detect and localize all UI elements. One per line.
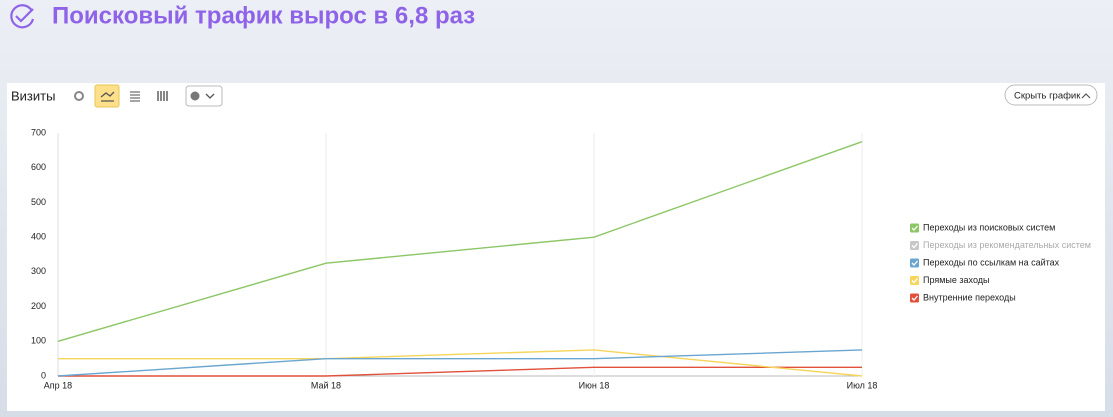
x-tick-label: Апр 18: [44, 380, 72, 390]
legend-label: Внутренние переходы: [923, 292, 1016, 302]
y-tick-label: 700: [31, 127, 46, 137]
y-tick-label: 400: [31, 232, 46, 242]
toolbar-icons: [74, 84, 223, 108]
area-icon[interactable]: [130, 91, 140, 102]
series-line: [57, 349, 863, 377]
x-tick-label: Июн 18: [579, 380, 610, 390]
legend-check: [911, 278, 918, 284]
series-line: [58, 366, 862, 377]
line-icon[interactable]: [94, 84, 120, 108]
legend-checkbox[interactable]: [910, 258, 919, 268]
hide-chart-label: Скрыть график: [1014, 91, 1081, 102]
y-tick-label: 200: [31, 301, 46, 311]
legend-label: Переходы из рекомендательных систем: [923, 240, 1091, 250]
legend-checkbox[interactable]: [910, 241, 919, 250]
y-tick-label: 100: [31, 336, 46, 346]
legend-check: [911, 225, 918, 231]
y-tick-label: 600: [31, 162, 46, 172]
chevron: [205, 93, 215, 99]
legend-checkbox[interactable]: [910, 293, 919, 303]
bar-icon[interactable]: [157, 91, 168, 101]
y-tick-label: 0: [41, 370, 46, 380]
legend-checkbox[interactable]: [910, 223, 919, 233]
chart-title: Визиты: [11, 88, 55, 103]
plot: 0 100 200 300 400 500 600 700 Апр 18 Май 18 Июн 18…: [31, 127, 1091, 390]
legend-checkbox[interactable]: [910, 276, 919, 285]
legend-check: [911, 260, 918, 266]
legend-label: Прямые заходы: [923, 275, 989, 285]
series-line: [57, 141, 863, 342]
x-tick-label: Май 18: [311, 380, 341, 390]
y-tick-label: 500: [31, 197, 46, 207]
chevron-up: [1081, 93, 1091, 99]
series-line: [58, 349, 863, 377]
panel: [7, 83, 1105, 411]
legend-check: [911, 295, 918, 301]
annotation-select[interactable]: [185, 85, 223, 107]
comment-glyph: [190, 91, 200, 101]
x-tick-label: Июл 18: [847, 380, 878, 390]
hide-chart-button[interactable]: [1004, 84, 1098, 106]
page-title: Поисковый трафик вырос в 6,8 раз: [52, 2, 475, 29]
legend-label: Переходы из поисковых систем: [923, 222, 1055, 232]
legend-check: [911, 243, 918, 249]
line-icon-glyph: [100, 91, 115, 102]
legend-label: Переходы по ссылкам на сайтах: [923, 257, 1060, 267]
pie-icon[interactable]: [74, 91, 84, 101]
check-icon: [10, 4, 35, 29]
y-tick-label: 300: [31, 266, 46, 276]
